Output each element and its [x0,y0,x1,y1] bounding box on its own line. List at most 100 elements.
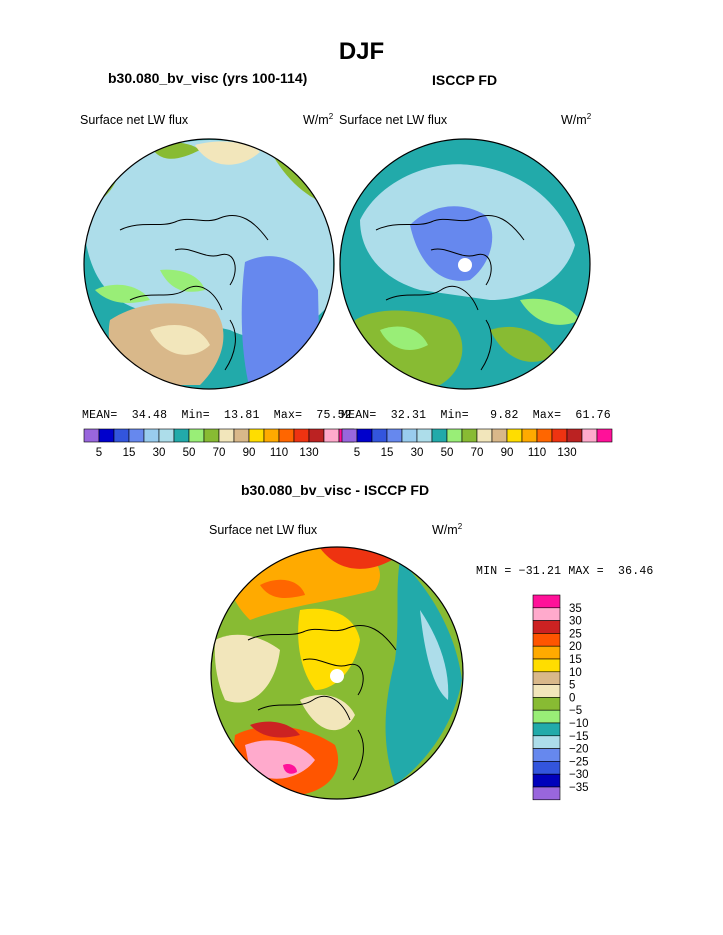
cbar1-swatch [263,428,280,443]
cbar3-tick-label: 20 [569,641,582,653]
cbar2-swatch [356,428,373,443]
cbar2-swatch [371,428,388,443]
cbar1-swatch [143,428,160,443]
panel1-map [84,139,334,389]
cbar3-swatch [532,607,561,621]
cbar3-swatch [532,645,561,660]
panel3-minmax: MIN = −31.21 MAX = 36.46 [476,565,654,578]
cbar1-swatch [83,428,100,443]
p2-field-40-50-b [490,326,555,362]
cbar3-tick-label: 35 [569,603,582,615]
cbar2-tick-label: 90 [501,447,514,459]
p2-field-30-40 [520,298,580,325]
panel1-stats: MEAN= 34.48 Min= 13.81 Max= 75.52 [82,409,352,422]
cbar3-tick-label: −15 [569,731,589,743]
cbar3-swatch [532,671,561,685]
cbar2-swatch [506,428,523,443]
panel1-units: W/m2 [303,111,334,127]
p1-field-50-60-b [150,325,210,355]
cbar2-swatch [566,428,583,443]
cbar1-swatch [188,428,205,443]
cbar2-tick-label: 5 [354,447,360,459]
panel1-colorbar: 5 15 30 50 70 90 110 130 [83,428,355,459]
cbar1-swatch [323,428,340,443]
p1-field-30-40 [95,284,150,303]
panel1-coastlines [119,215,269,371]
cbar1-swatch [173,428,190,443]
panel3-coastlines [247,625,397,781]
panel3-title: b30.080_bv_visc - ISCCP FD [241,482,430,498]
cbar2-swatch [596,428,613,443]
cbar2-tick-label: 130 [557,447,576,459]
cbar1-tick-label: 90 [243,447,256,459]
cbar1-swatch [278,428,295,443]
cbar1-swatch [158,428,175,443]
cbar3-tick-label: −10 [569,718,589,730]
cbar1-swatch [218,428,235,443]
cbar2-tick-label: 30 [411,447,424,459]
cbar1-tick-label: 30 [153,447,166,459]
cbar3-tick-label: 0 [569,692,575,704]
cbar1-tick-label: 110 [270,447,288,459]
cbar1-swatch [98,428,115,443]
cbar3-tick-label: −35 [569,782,589,794]
p3-field-30-35 [245,740,315,779]
p3-field-neg15-neg10 [385,560,462,785]
p3-field-0-5-b [300,695,355,731]
panel3-variable: Surface net LW flux [209,523,318,537]
p2-field-30-40-b [380,326,428,350]
cbar3-tick-label: 30 [569,616,582,628]
panel2-map-border [339,138,591,390]
panel2-pole-hole [458,258,472,272]
cbar2-swatch [491,428,508,443]
cbar3-tick-label: 25 [569,628,582,640]
cbar2-swatch [401,428,418,443]
cbar3-swatch [532,658,561,673]
cbar1-swatch [308,428,325,443]
cbar3-swatch [532,620,561,634]
cbar3-swatch [532,722,561,737]
cbar2-tick-label: 110 [528,447,546,459]
p1-field-50-60-a [195,141,260,165]
panel3-map-border [210,546,464,800]
cbar2-swatch [386,428,403,443]
cbar2-swatch [341,428,358,443]
cbar2-tick-label: 15 [381,447,394,459]
cbar3-swatch [532,594,561,609]
p3-field-0-5 [214,634,280,703]
cbar1-swatch [113,428,130,443]
cbar3-tick-label: −30 [569,769,589,781]
p1-field-15-20 [241,256,320,389]
panel2-stats: MEAN= 32.31 Min= 9.82 Max= 61.76 [341,409,611,422]
cbar3-tick-label: −25 [569,756,589,768]
p3-field-20-25-b [260,579,305,598]
cbar1-swatch [203,428,220,443]
cbar2-swatch [431,428,448,443]
cbar2-swatch [536,428,553,443]
panel3-pole-hole [330,669,344,683]
cbar1-swatch [293,428,310,443]
cbar3-swatch [532,709,561,724]
cbar2-swatch [416,428,433,443]
cbar3-swatch [532,773,561,788]
cbar1-tick-label: 5 [96,447,102,459]
panel1-title: b30.080_bv_visc (yrs 100-114) [108,70,308,86]
cbar1-tick-label: 130 [299,447,318,459]
p3-field-25-30 [250,721,300,738]
figure-title: DJF [338,38,385,65]
panel1-map-border [83,138,335,390]
panel1-variable: Surface net LW flux [80,113,189,127]
panel2-colorbar: 5 15 30 50 70 90 110 130 [341,428,613,459]
cbar1-swatch [128,428,145,443]
cbar3-tick-label: 10 [569,667,582,679]
cbar3-tick-label: −20 [569,744,589,756]
panel2-variable: Surface net LW flux [339,113,448,127]
cbar1-tick-label: 70 [213,447,226,459]
cbar2-swatch [551,428,568,443]
cbar3-swatch [532,735,561,749]
cbar2-swatch [461,428,478,443]
cbar3-swatch [532,761,561,775]
cbar3-swatch [532,633,561,647]
cbar2-swatch [581,428,598,443]
